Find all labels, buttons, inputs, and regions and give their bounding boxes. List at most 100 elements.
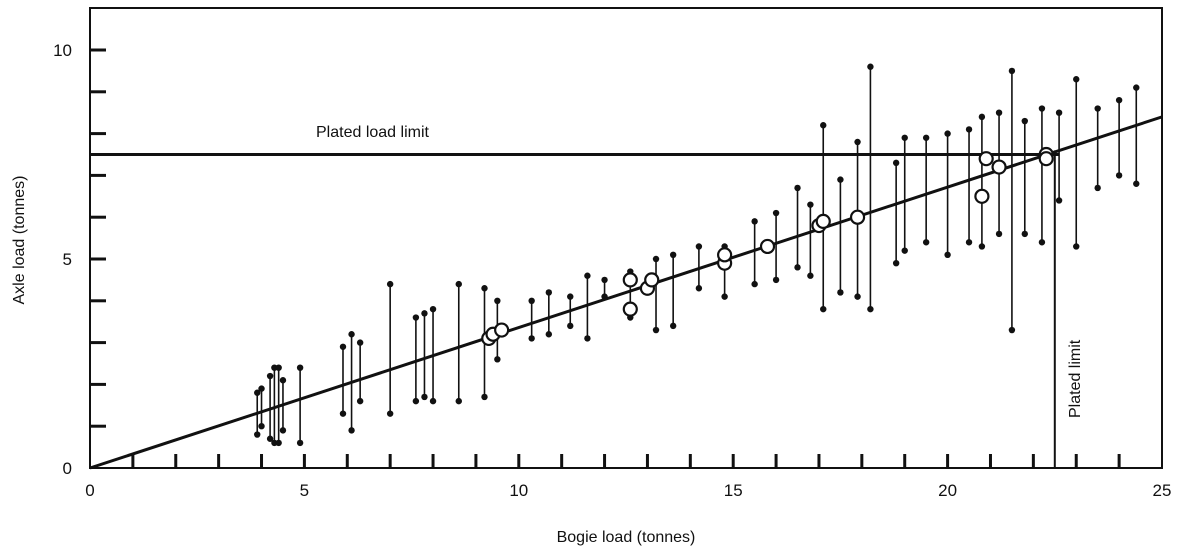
error-bar-bottom-point — [1008, 326, 1016, 334]
x-tick-label: 10 — [509, 481, 528, 500]
error-bar-top-point — [275, 364, 282, 371]
error-bar-top-point — [820, 122, 827, 129]
error-bar-top-point — [794, 184, 801, 192]
error-bar-top-point — [854, 138, 861, 146]
error-bar-bottom-point — [481, 393, 488, 401]
error-bar-bottom-point — [455, 397, 462, 405]
error-bar-bottom-point — [567, 322, 574, 330]
hollow-point — [849, 209, 866, 225]
hollow-point — [622, 301, 638, 317]
error-bar-top-point — [254, 389, 261, 396]
error-bar-bottom-point — [545, 331, 553, 338]
error-bar-top-point — [965, 126, 973, 133]
x-tick-label: 0 — [85, 481, 94, 500]
error-bar-top-point — [901, 134, 908, 141]
error-bar-bottom-point — [892, 259, 900, 267]
error-bar-bottom-point — [275, 439, 282, 447]
error-bar-top-point — [837, 176, 844, 183]
tick-labels: 0 5 10 15 20 25 0 5 10 — [53, 41, 1171, 500]
error-bar-bottom-point — [584, 335, 591, 342]
error-bar-top-point — [1094, 105, 1101, 112]
error-bar-bottom-point — [258, 423, 265, 430]
error-bar-top-point — [892, 159, 900, 167]
hollow-point — [974, 188, 990, 204]
error-bar-top-point — [867, 63, 874, 70]
x-tick-label: 5 — [300, 481, 309, 500]
error-bar-top-point — [652, 255, 660, 263]
error-bar-bottom-point — [1133, 180, 1140, 187]
error-bar-bottom-point — [944, 251, 951, 259]
error-bar-top-point — [1073, 76, 1080, 83]
error-bar-top-point — [995, 109, 1003, 116]
error-bar-top-point — [1055, 109, 1063, 116]
x-axis-title: Bogie load (tonnes) — [557, 529, 696, 546]
trend-line — [89, 115, 1163, 470]
reference-lines — [90, 150, 1060, 468]
error-bar-top-point — [922, 134, 930, 141]
error-bar-top-point — [528, 297, 535, 304]
error-bar-bottom-point — [254, 431, 261, 438]
error-bar-top-point — [356, 339, 364, 346]
error-bar-top-point — [421, 310, 428, 317]
error-bar-bottom-point — [837, 289, 844, 296]
x-tick-label: 25 — [1153, 481, 1172, 500]
error-bar-top-point — [412, 314, 420, 321]
error-bar-top-point — [669, 251, 677, 259]
error-bar-top-point — [348, 331, 355, 338]
error-bar-bottom-point — [772, 276, 780, 284]
error-bar-top-point — [455, 280, 462, 288]
hollow-point — [622, 272, 638, 288]
error-bar-top-point — [296, 364, 304, 371]
error-bar-top-point — [1115, 96, 1123, 104]
error-bar-bottom-point — [995, 230, 1003, 238]
error-bar-bottom-point — [978, 243, 986, 250]
y-axis-title: Axle load (tonnes) — [11, 176, 28, 305]
error-bar-bottom-point — [296, 439, 304, 447]
error-bar-bottom-point — [652, 326, 660, 334]
error-bar-bottom-point — [794, 264, 801, 271]
error-bar-bottom-point — [1115, 172, 1123, 179]
error-bar-top-point — [258, 385, 265, 392]
error-bar-top-point — [584, 272, 591, 279]
error-bar-top-point — [944, 130, 951, 137]
error-bar-bottom-point — [820, 305, 827, 313]
error-bar-top-point — [978, 113, 986, 121]
error-bar-bottom-point — [854, 293, 861, 300]
error-bar-bottom-point — [266, 435, 274, 442]
error-bars — [254, 63, 1140, 447]
error-bar-bottom-point — [412, 397, 420, 405]
error-bar-top-point — [695, 243, 703, 250]
hollow-point — [759, 238, 776, 255]
hollow-point — [978, 151, 994, 167]
y-tick-label: 5 — [63, 250, 72, 269]
error-bar-top-point — [494, 297, 501, 304]
error-bar-top-point — [751, 218, 758, 225]
error-bar-top-point — [429, 305, 437, 313]
error-bar-bottom-point — [965, 239, 973, 246]
hollow-point — [815, 213, 831, 229]
error-bar-bottom-point — [695, 285, 703, 292]
y-tick-label: 10 — [53, 41, 72, 60]
error-bar-bottom-point — [1021, 230, 1028, 238]
error-bar-top-point — [772, 209, 780, 217]
error-bar-top-point — [1133, 84, 1140, 91]
tick-marks — [90, 48, 1121, 468]
error-bar-bottom-point — [279, 427, 287, 434]
x-tick-label: 20 — [938, 481, 957, 500]
error-bar-bottom-point — [721, 293, 728, 300]
plot-frame — [89, 7, 1163, 469]
hollow-point — [644, 272, 660, 288]
hollow-point — [991, 159, 1007, 175]
trend-line-group — [89, 115, 1163, 470]
hollow-point — [717, 247, 733, 263]
error-bar-top-point — [601, 276, 608, 284]
error-bar-bottom-point — [339, 410, 347, 417]
hollow-points — [481, 146, 1054, 347]
error-bar-bottom-point — [1094, 184, 1101, 192]
error-bar-top-point — [266, 372, 274, 380]
error-bar-bottom-point — [1073, 243, 1080, 250]
error-bar-bottom-point — [494, 356, 501, 363]
error-bar-bottom-point — [356, 397, 364, 405]
hollow-point — [494, 322, 510, 338]
